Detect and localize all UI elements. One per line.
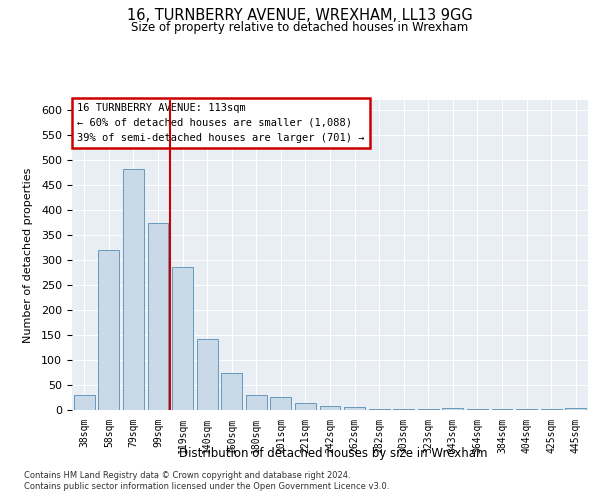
Bar [393, 409, 414, 410]
Y-axis label: Number of detached properties: Number of detached properties [23, 168, 33, 342]
Bar [418, 409, 439, 410]
Bar [74, 395, 95, 410]
Bar [221, 372, 242, 410]
Bar [368, 409, 389, 410]
Bar [541, 409, 562, 410]
Bar [491, 409, 512, 410]
Bar [148, 222, 169, 410]
Text: 16, TURNBERRY AVENUE, WREXHAM, LL13 9GG: 16, TURNBERRY AVENUE, WREXHAM, LL13 9GG [127, 8, 473, 22]
Bar [271, 396, 292, 410]
Bar [197, 338, 218, 410]
Bar [442, 408, 463, 410]
Bar [246, 395, 267, 410]
Bar [344, 407, 365, 410]
Text: Distribution of detached houses by size in Wrexham: Distribution of detached houses by size … [179, 448, 487, 460]
Text: Size of property relative to detached houses in Wrexham: Size of property relative to detached ho… [131, 21, 469, 34]
Bar [172, 267, 193, 410]
Text: 16 TURNBERRY AVENUE: 113sqm
← 60% of detached houses are smaller (1,088)
39% of : 16 TURNBERRY AVENUE: 113sqm ← 60% of det… [77, 103, 365, 142]
Bar [565, 408, 586, 410]
Bar [98, 250, 119, 410]
Bar [295, 402, 316, 410]
Bar [123, 168, 144, 410]
Text: Contains public sector information licensed under the Open Government Licence v3: Contains public sector information licen… [24, 482, 389, 491]
Bar [467, 409, 488, 410]
Bar [516, 409, 537, 410]
Text: Contains HM Land Registry data © Crown copyright and database right 2024.: Contains HM Land Registry data © Crown c… [24, 471, 350, 480]
Bar [320, 406, 340, 410]
